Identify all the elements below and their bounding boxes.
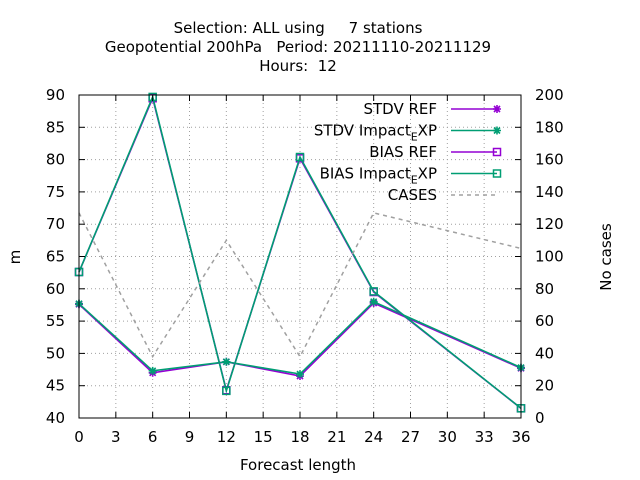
- title-line-2: Geopotential 200hPa Period: 20211110-202…: [105, 38, 491, 56]
- y-tick-label: 65: [46, 248, 65, 266]
- legend-label: STDV REF: [363, 100, 437, 118]
- grid: [79, 95, 521, 418]
- legend-label: BIAS ImpactEXP: [320, 165, 437, 187]
- y-tick-label: 70: [46, 215, 65, 233]
- y2-tick-label: 100: [535, 248, 564, 266]
- y2-tick-label: 20: [535, 377, 554, 395]
- axis-tick-labels: 0 3 6 9 12 15 18 21 24 27 30 33 36404550556065707580…: [46, 86, 564, 446]
- x-tick-label: 0: [74, 428, 84, 446]
- y2-tick-label: 200: [535, 86, 564, 104]
- legend-label: CASES: [388, 186, 437, 204]
- y2-tick-label: 140: [535, 183, 564, 201]
- x-tick-label: 9: [185, 428, 195, 446]
- y-tick-label: 45: [46, 377, 65, 395]
- title-line-3: Hours: 12: [259, 57, 337, 75]
- legend-label: BIAS REF: [369, 143, 437, 161]
- legend-label: STDV ImpactEXP: [314, 122, 437, 144]
- y-tick-label: 40: [46, 409, 65, 427]
- x-tick-label: 21: [327, 428, 346, 446]
- series-line-3: [74, 93, 526, 413]
- y2-tick-label: 0: [535, 409, 545, 427]
- y-tick-label: 90: [46, 86, 65, 104]
- x-tick-label: 15: [254, 428, 273, 446]
- y2-tick-label: 80: [535, 280, 554, 298]
- x-tick-label: 30: [438, 428, 457, 446]
- x-tick-label: 18: [290, 428, 309, 446]
- y-tick-label: 60: [46, 280, 65, 298]
- x-tick-label: 3: [111, 428, 121, 446]
- series-line-4: [74, 92, 526, 413]
- y2-tick-label: 160: [535, 151, 564, 169]
- axis-ticks: [78, 94, 522, 419]
- y2-tick-label: 40: [535, 344, 554, 362]
- y2-tick-label: 60: [535, 312, 554, 330]
- y-axis-label: m: [6, 250, 24, 265]
- y2-tick-label: 180: [535, 118, 564, 136]
- x-tick-label: 33: [475, 428, 494, 446]
- y-tick-label: 85: [46, 118, 65, 136]
- x-tick-label: 36: [511, 428, 530, 446]
- y-tick-label: 80: [46, 151, 65, 169]
- y-tick-label: 75: [46, 183, 65, 201]
- x-tick-label: 12: [217, 428, 236, 446]
- x-tick-label: 6: [148, 428, 158, 446]
- x-tick-label: 24: [364, 428, 383, 446]
- plot-series: [74, 92, 526, 413]
- chart-title: Selection: ALL using 7 stations Geopoten…: [105, 19, 491, 75]
- y2-tick-label: 120: [535, 215, 564, 233]
- y2-axis-label: No cases: [597, 223, 615, 291]
- title-line-1: Selection: ALL using 7 stations: [174, 19, 423, 37]
- x-tick-label: 27: [401, 428, 420, 446]
- y-tick-label: 50: [46, 344, 65, 362]
- y-tick-label: 55: [46, 312, 65, 330]
- x-axis-label: Forecast length: [240, 456, 356, 474]
